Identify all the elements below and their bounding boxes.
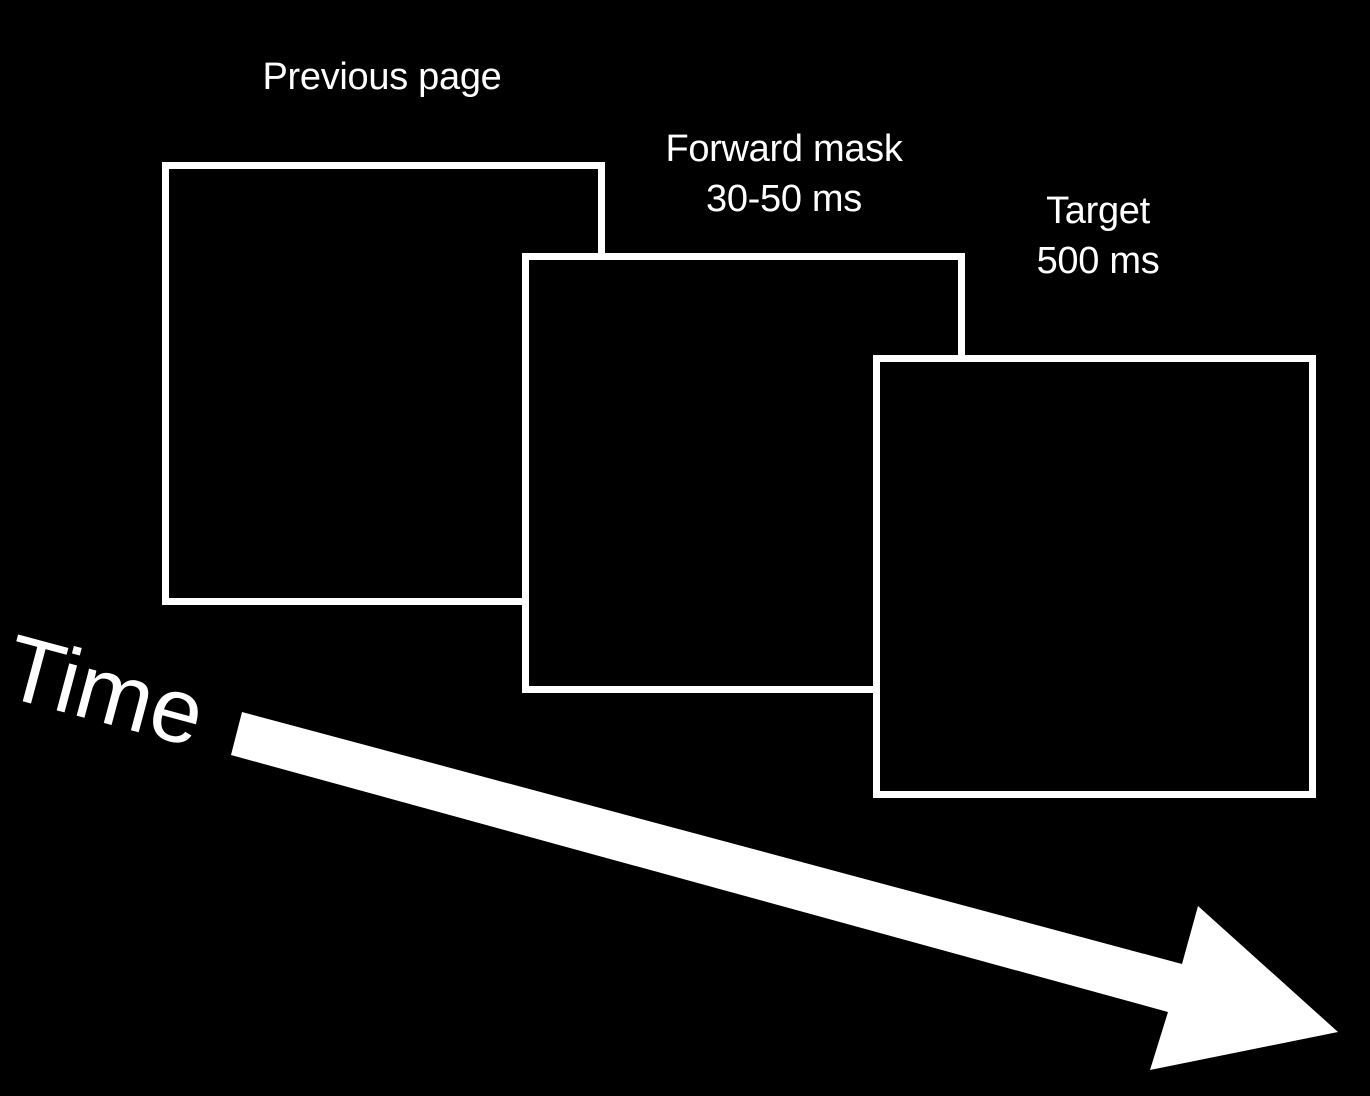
target-duration: 500 ms bbox=[1036, 240, 1160, 282]
previous-page-title: Previous page bbox=[262, 56, 502, 98]
target-label: Target 500 ms bbox=[918, 186, 1278, 286]
time-arrow-shape bbox=[231, 712, 1338, 1070]
target-title: Target bbox=[1046, 190, 1150, 232]
previous-page-label: Previous page bbox=[202, 52, 562, 102]
forward-mask-duration: 30-50 ms bbox=[705, 178, 862, 220]
forward-mask-title: Forward mask bbox=[665, 128, 903, 170]
forward-mask-label: Forward mask 30-50 ms bbox=[604, 124, 964, 224]
target-frame bbox=[873, 355, 1316, 798]
